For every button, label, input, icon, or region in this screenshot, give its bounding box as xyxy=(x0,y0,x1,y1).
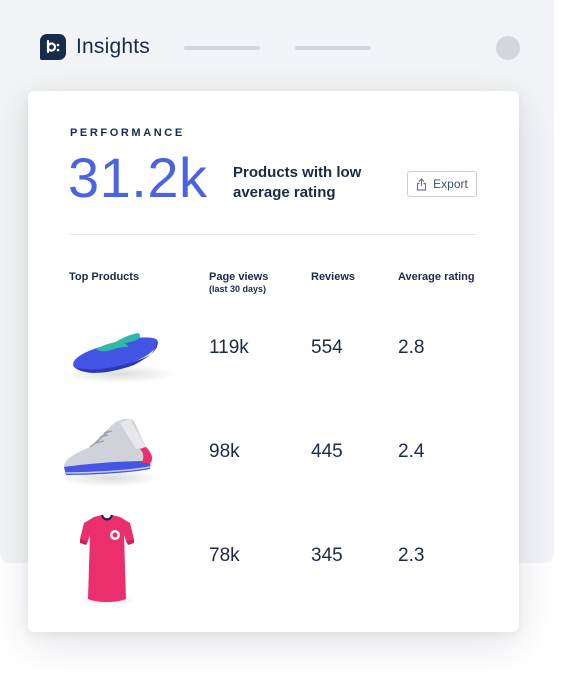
reviews-value: 445 xyxy=(311,441,343,462)
reviews-value: 554 xyxy=(311,337,343,358)
avatar[interactable] xyxy=(496,36,520,60)
flip-flop-product-image xyxy=(50,309,180,389)
page-views-value: 78k xyxy=(209,545,240,566)
header-average-rating[interactable]: Average rating xyxy=(398,271,475,283)
header-page-views-sub: (last 30 days) xyxy=(209,284,267,294)
page-views-value: 119k xyxy=(209,337,249,358)
divider xyxy=(69,234,476,235)
rating-value: 2.4 xyxy=(398,441,425,462)
table-row[interactable]: 98k 445 2.4 xyxy=(28,403,519,507)
section-label: PERFORMANCE xyxy=(70,127,185,139)
header-reviews[interactable]: Reviews xyxy=(311,271,356,283)
tshirt-product-image xyxy=(72,511,142,609)
app-header: Insights xyxy=(0,0,554,90)
metric-description: Products with low average rating xyxy=(233,164,362,201)
reviews-value: 345 xyxy=(311,545,343,566)
nav-placeholder-2[interactable] xyxy=(295,46,371,50)
rating-value: 2.3 xyxy=(398,545,425,566)
export-icon xyxy=(417,177,427,191)
nav-placeholder-1[interactable] xyxy=(184,46,260,50)
sneaker-product-image xyxy=(50,407,170,493)
table-row[interactable]: 119k 554 2.8 xyxy=(28,299,519,403)
table-row[interactable]: 78k 345 2.3 xyxy=(28,507,519,611)
header-page-views[interactable]: Page views (last 30 days) xyxy=(209,271,268,295)
rating-value: 2.8 xyxy=(398,337,425,358)
page-views-value: 98k xyxy=(209,441,240,462)
performance-card: PERFORMANCE 31.2k Products with low aver… xyxy=(28,91,519,632)
header-top-products[interactable]: Top Products xyxy=(69,271,140,283)
header-page-views-label: Page views xyxy=(209,271,269,283)
export-button[interactable]: Export xyxy=(407,171,477,197)
app-title: Insights xyxy=(76,35,150,58)
export-label: Export xyxy=(433,177,468,191)
b-logo-icon[interactable] xyxy=(40,34,66,60)
metric-value: 31.2k xyxy=(68,146,208,209)
